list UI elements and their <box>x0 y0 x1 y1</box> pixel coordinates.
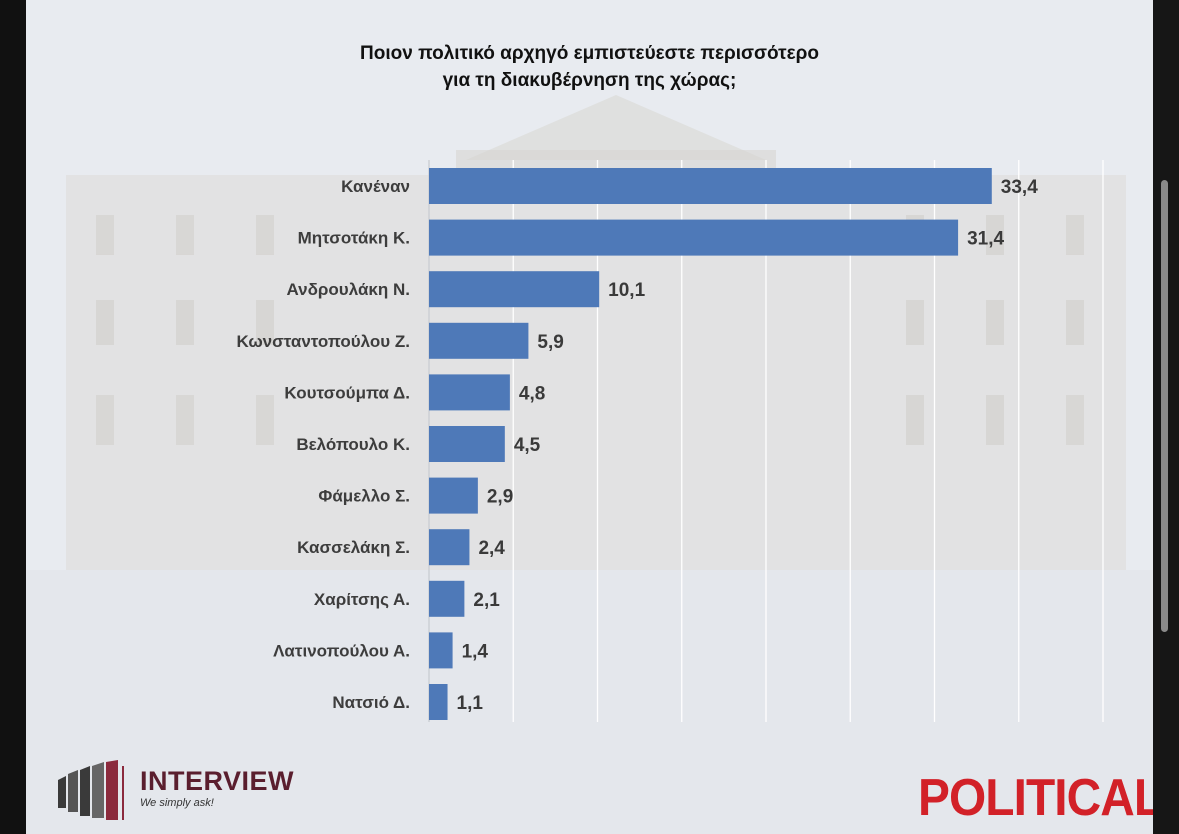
interview-brand-name: INTERVIEW <box>140 766 295 796</box>
bar <box>429 426 505 462</box>
category-label: Κωνσταντοπούλου Ζ. <box>236 332 410 351</box>
bar <box>429 374 510 411</box>
category-label: Φάμελλο Σ. <box>318 487 410 506</box>
bar <box>429 271 600 308</box>
category-label: Βελόπουλο Κ. <box>296 435 410 454</box>
bars <box>429 168 992 720</box>
data-label: 1,1 <box>457 693 484 714</box>
category-label: Κανέναν <box>341 177 410 196</box>
category-label: Κουτσούμπα Δ. <box>284 383 410 402</box>
data-label: 33,4 <box>1001 177 1038 198</box>
labels: Κανέναν 33,4 Μητσοτάκη Κ. 31,4 Ανδρουλάκη Ν.… <box>236 177 1038 714</box>
category-label: Νατσιό Δ. <box>332 693 410 712</box>
bar <box>429 322 529 359</box>
scrollbar-thumb[interactable] <box>1161 180 1168 632</box>
political-logo: POLITICAL <box>918 769 1153 827</box>
category-label: Ανδρουλάκη Ν. <box>287 280 411 299</box>
category-label: Κασσελάκη Σ. <box>297 538 410 557</box>
data-label: 1,4 <box>462 641 489 662</box>
data-label: 31,4 <box>967 229 1004 250</box>
data-label: 2,1 <box>473 590 500 611</box>
category-label: Χαρίτσης Α. <box>314 590 410 609</box>
category-label: Μητσοτάκη Κ. <box>298 229 410 248</box>
chart-slide: Ποιον πολιτικό αρχηγό εμπιστεύεστε περισ… <box>26 0 1153 834</box>
bar-chart: Κανέναν 33,4 Μητσοτάκη Κ. 31,4 Ανδρουλάκη Ν.… <box>236 160 1104 722</box>
interview-bars-icon <box>58 760 124 820</box>
bar <box>429 529 470 566</box>
category-label: Λατινοπούλου Α. <box>273 641 410 660</box>
bar <box>429 684 448 720</box>
bar <box>429 580 465 617</box>
chart-title: Ποιον πολιτικό αρχηγό εμπιστεύεστε περισ… <box>26 40 1153 94</box>
data-label: 5,9 <box>537 332 563 353</box>
bar <box>429 632 453 669</box>
bar <box>429 219 959 256</box>
bar <box>429 168 992 204</box>
interview-logo: INTERVIEW We simply ask! <box>58 756 318 822</box>
chart-title-line-2: για τη διακυβέρνηση της χώρας; <box>442 70 737 91</box>
data-label: 4,5 <box>514 435 541 456</box>
data-label: 4,8 <box>519 383 545 404</box>
interview-tagline: We simply ask! <box>140 797 214 809</box>
data-label: 2,9 <box>487 487 513 508</box>
chart-title-line-1: Ποιον πολιτικό αρχηγό εμπιστεύεστε περισ… <box>360 43 819 64</box>
data-label: 2,4 <box>478 538 505 559</box>
bar <box>429 477 478 514</box>
data-label: 10,1 <box>608 280 645 301</box>
